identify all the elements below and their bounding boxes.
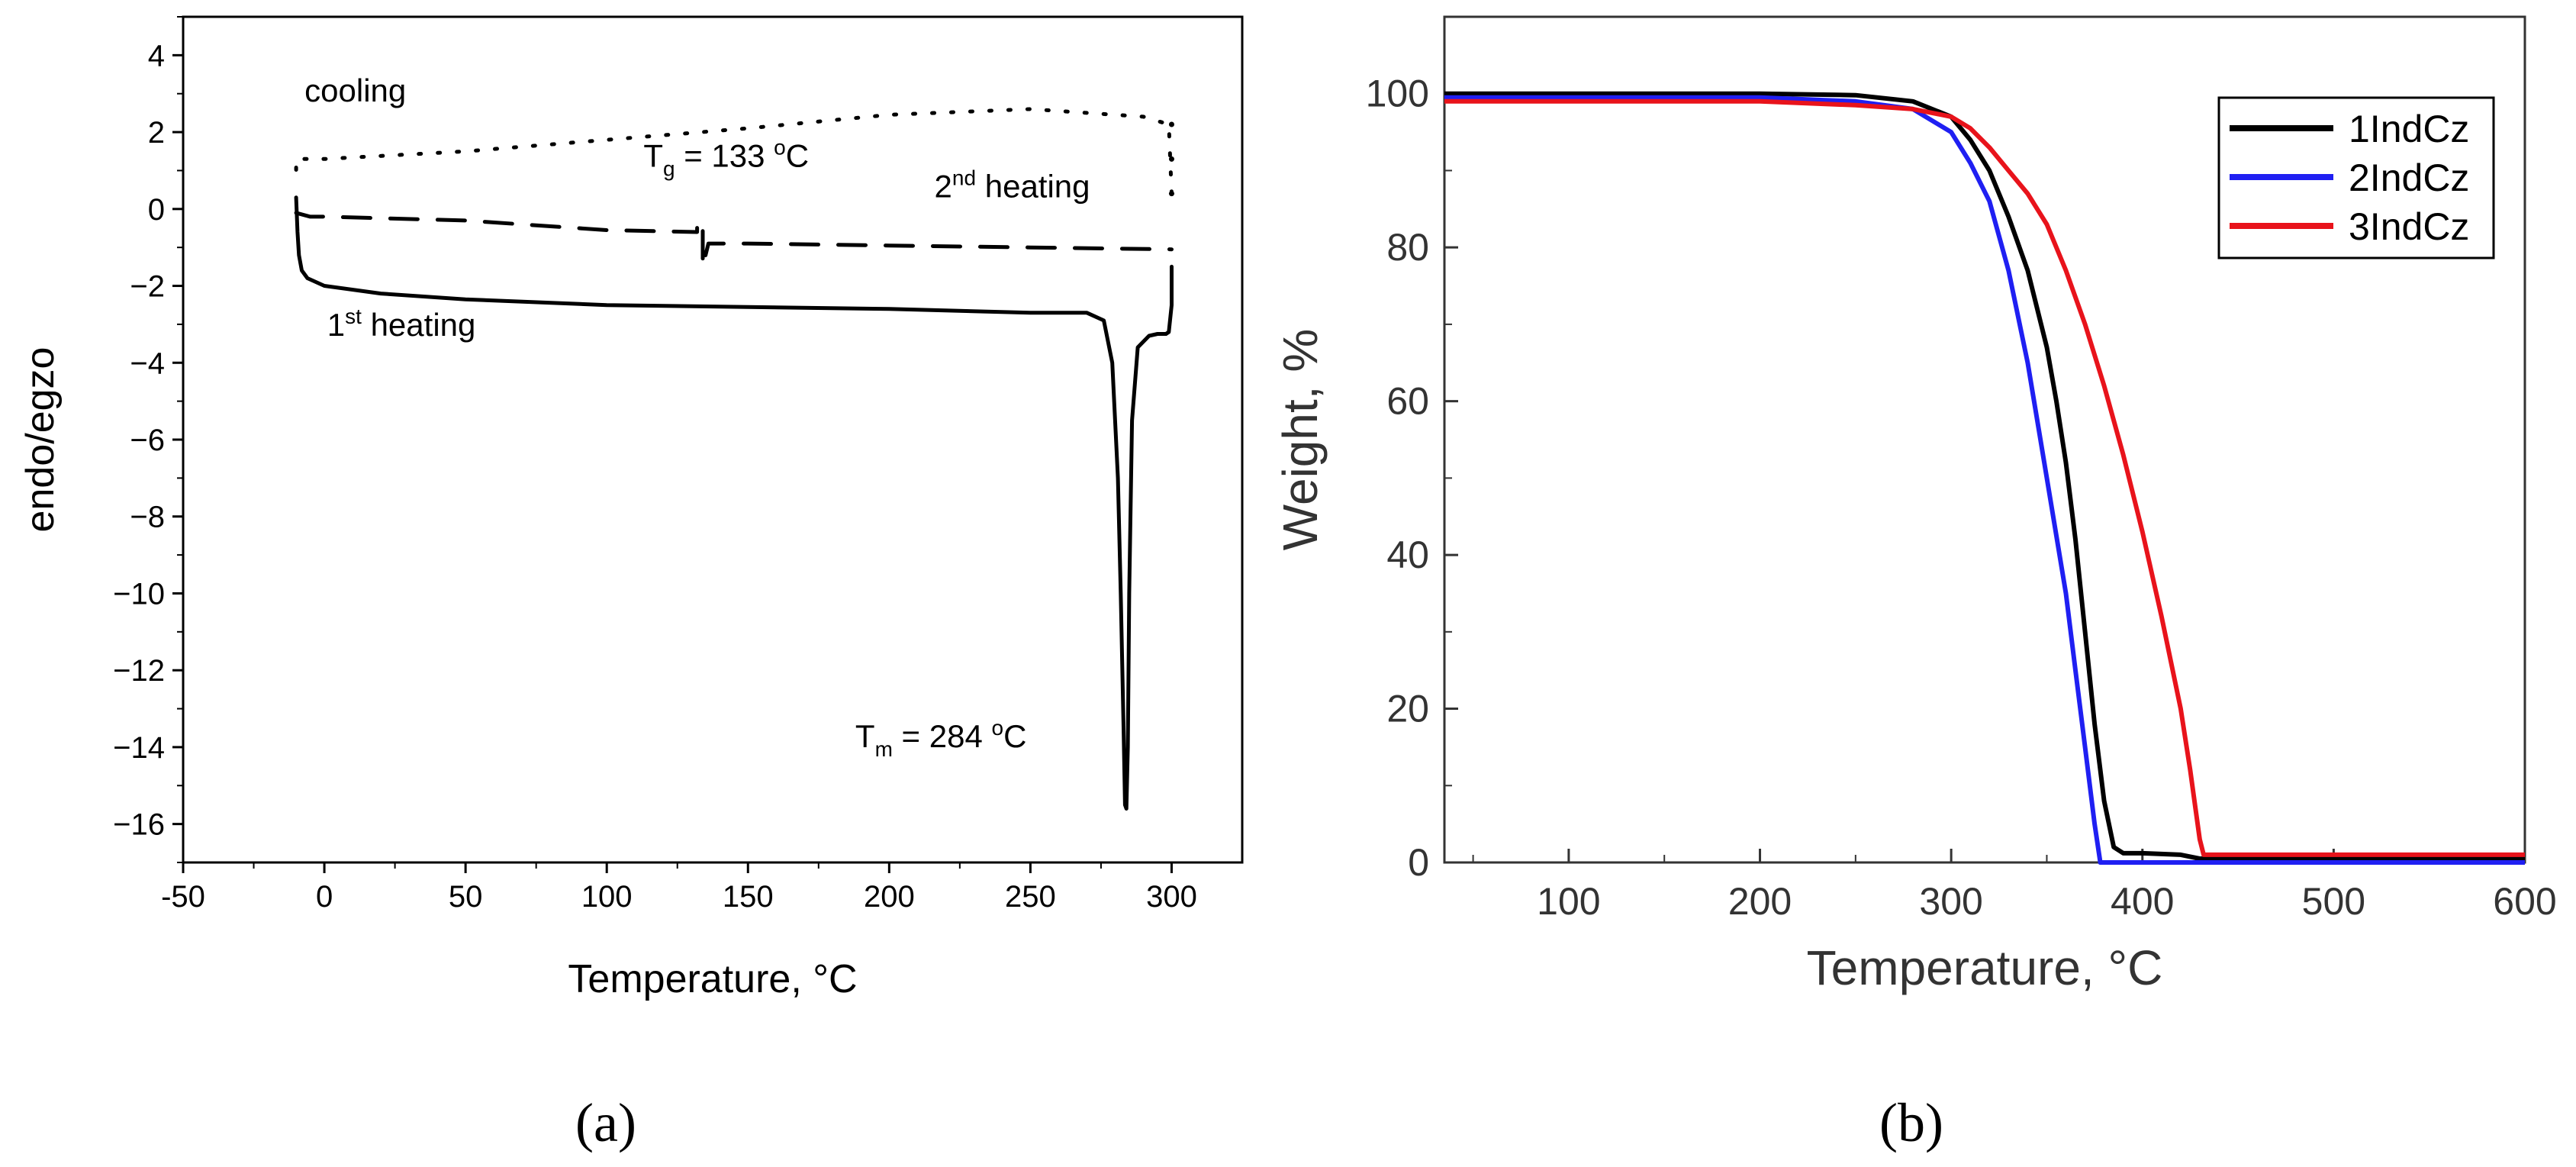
annotation-rest: heating [362,307,475,343]
chart-a-x-tick-label: 200 [864,880,915,914]
chart-a-y-tick-label: 4 [148,39,165,73]
chart-a-annotation-cooling: cooling [304,73,406,108]
annotation-base: 1 [327,307,345,343]
annotation-superscript: o [992,716,1004,740]
chart-b-y-tick-label: 0 [1408,841,1429,884]
chart-a-y-tick-label: −10 [113,577,165,611]
chart-a-series-2nd-heating [294,211,1174,269]
chart-a-y-tick-label: −6 [130,424,165,457]
chart-a-cooling-point [1168,121,1174,127]
annotation-base: T [855,718,875,754]
annotation-superscript: o [774,135,786,159]
panel-label-a: (a) [575,1092,636,1153]
chart-b-x-axis-label-text: Temperature, [1807,940,2108,995]
chart-a-y-tick-label: −2 [130,270,165,304]
chart-a-y-tick-label: −16 [113,808,165,842]
chart-a-x-tick-label: 250 [1005,880,1056,914]
chart-a-annotation-heat1: 1st heating [327,305,476,343]
chart-a-annotation-tg: Tg = 133 oC [643,135,809,180]
chart-b-y-tick-label: 80 [1386,226,1429,269]
annotation-subscript: g [663,156,675,180]
annotation-subscript: m [875,737,893,761]
chart-b-y-tick-label: 100 [1366,73,1429,115]
chart-b-series-2IndCz [1444,95,2525,865]
chart-a-cooling-point [1168,191,1174,197]
chart-b-tga: 100 200 300 400 500 600 0 20 40 60 80 100 Temperatur… [1273,15,2557,1153]
chart-a-y-tick-label: −4 [130,347,165,380]
chart-b-y-tick-label: 40 [1386,534,1429,576]
chart-a-y-tick-label: −12 [113,654,165,688]
chart-a-series-1st-heating [294,195,1174,811]
chart-b-legend-label-1IndCz: 1IndCz [2349,108,2469,150]
chart-a-x-tick-label: 150 [723,880,774,914]
chart-a-x-axis-label-unit: °C [813,957,857,1001]
chart-b-x-tick-label: 200 [1728,880,1792,923]
annotation-superscript: nd [952,166,976,190]
annotation-base: T [643,137,663,173]
chart-a-y-tick-label: 2 [148,116,165,150]
chart-a-cooling-point [1168,156,1174,162]
panel-label-b: (b) [1879,1092,1943,1153]
chart-a-y-tick-label: −8 [130,501,165,534]
annotation-base: 2 [935,169,952,205]
chart-b-x-tick-label: 600 [2493,880,2556,923]
chart-a-y-tick-label: 0 [148,193,165,227]
chart-b-x-axis-label-unit: °C [2108,940,2163,995]
chart-a-y-axis-label: endo/egzo [18,347,63,533]
chart-b-legend-label-3IndCz: 3IndCz [2349,205,2469,248]
annotation-superscript: st [345,305,362,328]
chart-a-x-axis-label: Temperature, °C [568,957,857,1001]
chart-b-x-tick-label: 100 [1537,880,1600,923]
annotation-text: cooling [304,73,406,108]
chart-a-y-tick-label: −14 [113,731,165,765]
chart-a-x-axis-label-text: Temperature, [568,957,813,1001]
chart-a-x-tick-label: 300 [1146,880,1197,914]
chart-a-annotation-heat2: 2nd heating [935,166,1090,205]
chart-b-plot-frame [1443,15,2526,864]
chart-b-x-axis-label: Temperature, °C [1807,940,2163,995]
chart-b-series-3IndCz [1444,98,2525,857]
annotation-rest: = 133 [675,137,774,173]
chart-b-x-tick-label: 500 [2302,880,2365,923]
chart-a-dsc: -50 0 50 100 150 200 250 300 4 2 0 −2 −4 −6 −8 −10 −12 −1… [18,15,1244,1153]
chart-a-x-tick-label: 0 [316,880,333,914]
annotation-rest: heating [976,169,1090,205]
annotation-unit: C [1003,718,1026,754]
annotation-unit: C [786,137,809,173]
chart-b-y-tick-label: 20 [1386,688,1429,730]
chart-a-annotation-tm: Tm = 284 oC [855,716,1027,761]
chart-a-x-tick-label: 50 [449,880,483,914]
annotation-rest: = 284 [893,718,992,754]
chart-b-series-1IndCz [1444,91,2525,861]
chart-a-x-tick-label: 100 [581,880,633,914]
chart-b-x-tick-label: 300 [1919,880,1982,923]
chart-b-x-tick-label: 400 [2111,880,2174,923]
chart-b-y-axis-label: Weight, % [1273,329,1328,551]
chart-b-y-tick-label: 60 [1386,380,1429,423]
chart-b-legend-label-2IndCz: 2IndCz [2349,156,2469,199]
chart-a-x-tick-label: -50 [161,880,205,914]
chart-b-legend-box [2217,96,2495,260]
chart-a-series-cooling [294,107,1174,196]
